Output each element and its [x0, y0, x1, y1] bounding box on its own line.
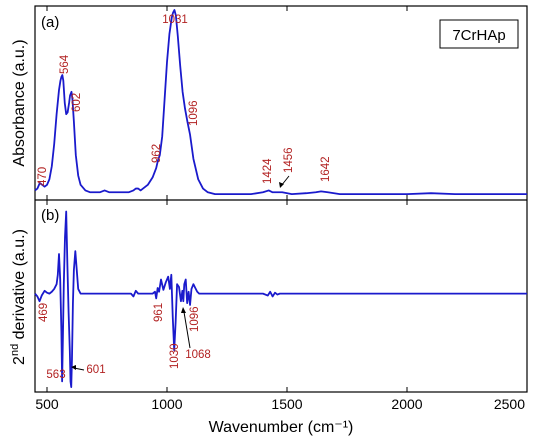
arrow-1068 — [183, 311, 191, 349]
spectrum-line-panel-a — [34, 9, 527, 196]
peak-label-601: 601 — [86, 364, 105, 376]
panel-b-letter: (b) — [41, 207, 59, 224]
y-axis-title-b-suffix: derivative (a.u.) — [11, 229, 28, 344]
peak-label-1031: 1031 — [162, 14, 188, 26]
peak-label-469: 469 — [38, 303, 50, 322]
peak-label-1456: 1456 — [283, 147, 295, 173]
peak-label-1030: 1030 — [169, 343, 181, 369]
y-axis-title-b: 2nd derivative (a.u.) — [9, 229, 28, 365]
peak-label-470: 470 — [37, 167, 49, 186]
legend-box — [439, 19, 519, 49]
plot-frame — [34, 5, 528, 393]
arrowhead-601 — [71, 365, 76, 370]
arrowhead-1456 — [279, 182, 284, 188]
peak-label-961: 961 — [153, 303, 165, 322]
y-axis-title-b-prefix: 2 — [11, 356, 28, 365]
x-tick-label: 1500 — [271, 396, 302, 412]
panel-a-letter: (a) — [41, 14, 59, 31]
y-axis-title-b-sup: nd — [9, 344, 21, 356]
peak-label-1424: 1424 — [262, 158, 274, 184]
peak-label-564: 564 — [59, 54, 71, 74]
x-tick-label: 1000 — [151, 396, 182, 412]
peak-label-1096: 1096 — [189, 306, 201, 332]
peak-label-1068: 1068 — [185, 349, 211, 361]
peak-label-602: 602 — [71, 93, 83, 112]
y-axis-title-a: Absorbance (a.u.) — [11, 39, 28, 166]
series-layer — [34, 9, 527, 388]
peak-label-962: 962 — [151, 144, 163, 163]
x-tick-label: 2500 — [494, 396, 525, 412]
peak-label-563: 563 — [46, 369, 65, 381]
peak-label-1642: 1642 — [320, 156, 332, 182]
x-axis-title: Wavenumber (cm⁻¹) — [209, 419, 354, 436]
x-tick-label: 500 — [35, 396, 59, 412]
spectrum-line-panel-b — [34, 210, 527, 388]
x-axis-ticks: 500 1000 1500 2000 2500 — [35, 6, 528, 412]
peak-label-1096: 1096 — [188, 100, 200, 126]
arrowhead-1068 — [181, 307, 186, 313]
x-tick-label: 2000 — [391, 396, 422, 412]
legend-label: 7CrHAp — [452, 27, 505, 44]
